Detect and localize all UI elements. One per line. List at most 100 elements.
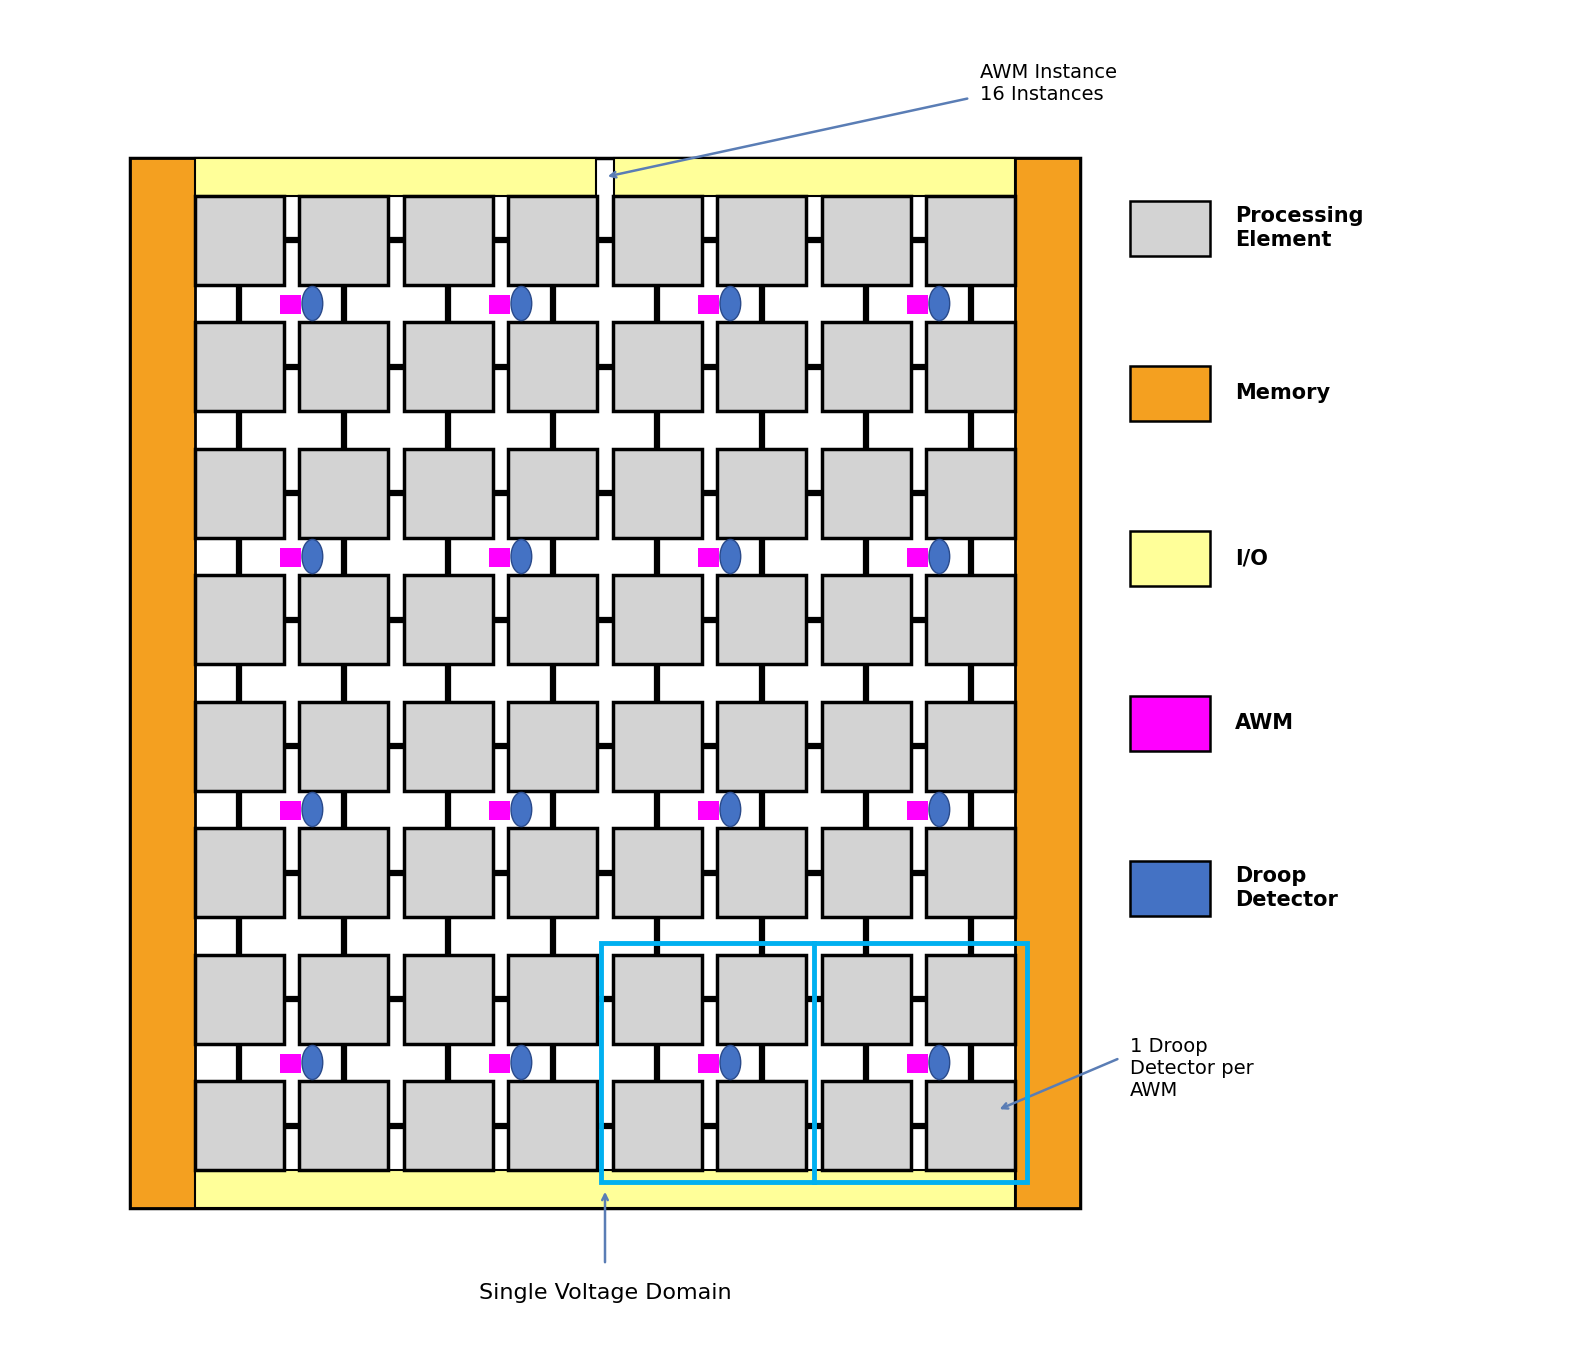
Ellipse shape — [512, 286, 532, 321]
Bar — [613, 702, 702, 790]
Ellipse shape — [928, 1046, 950, 1080]
Bar — [718, 449, 806, 538]
Bar — [718, 829, 806, 917]
Bar — [299, 829, 388, 917]
Bar — [1129, 531, 1210, 585]
Bar — [508, 829, 597, 917]
Bar — [299, 1081, 388, 1170]
Ellipse shape — [512, 539, 532, 574]
Bar — [508, 702, 597, 790]
Bar — [404, 1081, 493, 1170]
Bar — [908, 295, 928, 314]
Ellipse shape — [512, 793, 532, 826]
Text: 1 Droop
Detector per
AWM: 1 Droop Detector per AWM — [1129, 1037, 1255, 1100]
Bar — [718, 322, 806, 411]
Ellipse shape — [512, 1046, 532, 1080]
Bar — [927, 954, 1015, 1043]
Bar — [822, 322, 911, 411]
Bar — [613, 829, 702, 917]
Bar — [404, 322, 493, 411]
Bar — [822, 954, 911, 1043]
Bar — [1129, 696, 1210, 751]
Bar — [130, 158, 1080, 1208]
Bar — [822, 702, 911, 790]
Ellipse shape — [303, 286, 323, 321]
Text: AWM Instance
16 Instances: AWM Instance 16 Instances — [980, 62, 1117, 104]
Bar — [822, 449, 911, 538]
Bar — [908, 801, 928, 820]
Bar — [718, 576, 806, 665]
Bar — [195, 195, 284, 284]
Bar — [299, 195, 388, 284]
Ellipse shape — [721, 793, 741, 826]
Bar — [508, 449, 597, 538]
Bar — [613, 195, 702, 284]
Ellipse shape — [721, 539, 741, 574]
Bar — [299, 702, 388, 790]
Bar — [130, 158, 195, 1208]
Bar — [404, 702, 493, 790]
Bar — [299, 576, 388, 665]
Bar — [613, 322, 702, 411]
Bar — [299, 449, 388, 538]
Bar — [908, 547, 928, 568]
Bar — [489, 547, 510, 568]
Text: Memory: Memory — [1236, 383, 1331, 403]
Bar — [699, 295, 719, 314]
Bar — [718, 195, 806, 284]
Bar — [280, 1054, 301, 1073]
Bar — [927, 829, 1015, 917]
Bar — [508, 322, 597, 411]
Bar — [195, 1170, 1015, 1208]
Bar — [613, 954, 702, 1043]
Bar — [615, 158, 1015, 195]
Ellipse shape — [721, 286, 741, 321]
Bar — [299, 322, 388, 411]
Bar — [908, 1054, 928, 1073]
Bar — [822, 1081, 911, 1170]
Bar — [699, 801, 719, 820]
Bar — [508, 954, 597, 1043]
Bar — [927, 1081, 1015, 1170]
Bar — [718, 702, 806, 790]
Bar — [508, 1081, 597, 1170]
Bar — [927, 576, 1015, 665]
Bar — [613, 1081, 702, 1170]
Bar — [613, 576, 702, 665]
Bar — [299, 954, 388, 1043]
Bar — [195, 1081, 284, 1170]
Bar — [699, 547, 719, 568]
Bar — [508, 576, 597, 665]
Text: Single Voltage Domain: Single Voltage Domain — [478, 1283, 732, 1304]
Bar — [195, 576, 284, 665]
Bar — [508, 195, 597, 284]
Ellipse shape — [303, 539, 323, 574]
Bar — [822, 576, 911, 665]
Bar — [1129, 860, 1210, 915]
Bar — [280, 801, 301, 820]
Bar — [195, 829, 284, 917]
Bar — [699, 1054, 719, 1073]
Ellipse shape — [928, 793, 950, 826]
Text: Processing
Element: Processing Element — [1236, 206, 1364, 249]
Ellipse shape — [721, 1046, 741, 1080]
Bar — [489, 1054, 510, 1073]
Bar — [195, 449, 284, 538]
Bar — [822, 195, 911, 284]
Ellipse shape — [928, 286, 950, 321]
Bar — [195, 158, 596, 195]
Bar — [489, 801, 510, 820]
Bar — [195, 702, 284, 790]
Bar — [718, 954, 806, 1043]
Bar — [1015, 158, 1080, 1208]
Bar — [280, 547, 301, 568]
Text: I/O: I/O — [1236, 549, 1267, 568]
Ellipse shape — [928, 539, 950, 574]
Bar — [718, 1081, 806, 1170]
Bar — [195, 322, 284, 411]
Bar — [927, 449, 1015, 538]
Bar — [822, 829, 911, 917]
Bar — [404, 954, 493, 1043]
Bar — [280, 295, 301, 314]
Bar — [404, 449, 493, 538]
